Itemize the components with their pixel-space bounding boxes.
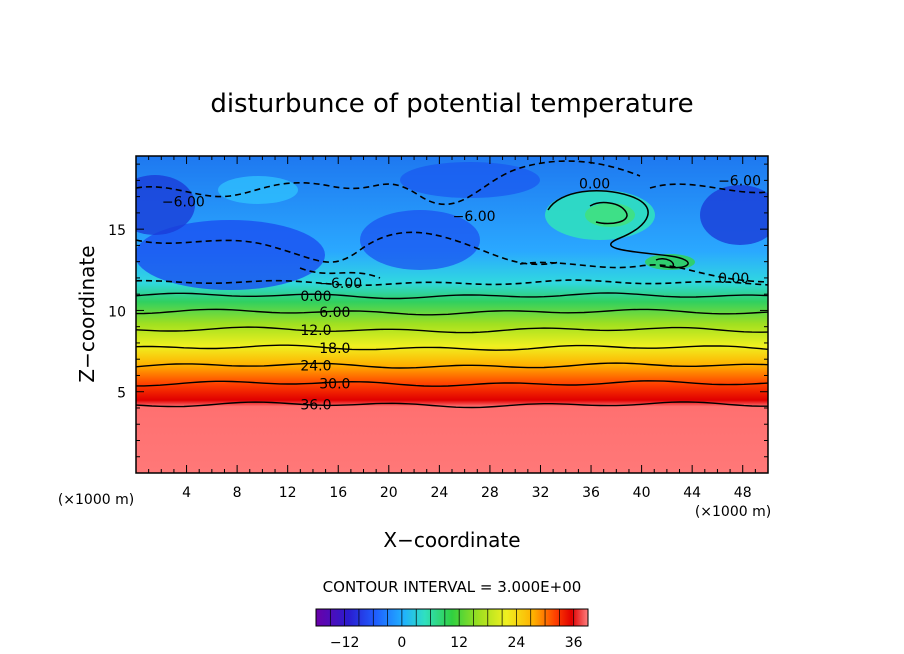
- x-tick-label: 44: [683, 485, 701, 501]
- contour-line: [589, 201, 628, 225]
- plot-area: [136, 156, 768, 473]
- x-tick-label: 20: [380, 485, 398, 501]
- warm-patch: [645, 254, 695, 270]
- colorbar-tick-label: 36: [565, 635, 583, 651]
- contour-line: [519, 261, 768, 283]
- colorbar: [315, 608, 589, 627]
- contour-line: [136, 160, 641, 206]
- x-axis-label: X−coordinate: [383, 528, 520, 552]
- contour-line: [136, 380, 768, 387]
- y-tick-label: 5: [117, 386, 126, 402]
- contour-line: [136, 326, 768, 334]
- cold-patch: [360, 210, 480, 270]
- y-ticks: 5 10 15: [108, 163, 768, 458]
- contour-line: [136, 308, 768, 316]
- contour-label: 0.00: [579, 177, 610, 193]
- contour-label: 30.0: [319, 377, 350, 393]
- contour-label: −6.00: [162, 195, 205, 211]
- cold-patch: [700, 185, 768, 245]
- cold-patch: [400, 162, 540, 198]
- x-unit-left: (×1000 m): [58, 492, 134, 508]
- contour-label: 36.0: [300, 398, 331, 414]
- contour-line: [299, 267, 381, 279]
- y-tick-label: 15: [108, 223, 126, 239]
- x-tick-label: 40: [633, 485, 651, 501]
- contour-line: [136, 401, 768, 409]
- contour-label: 12.0: [300, 323, 331, 339]
- x-tick-label: 36: [582, 485, 600, 501]
- contour-line: [649, 183, 768, 194]
- contour-label: −6.00: [453, 209, 496, 225]
- colorbar-tick-label: 12: [450, 635, 468, 651]
- contour-line: [655, 257, 675, 269]
- x-ticks: 4 8 12 16 20 24 28 32 36 40 44 48: [148, 156, 756, 501]
- x-tick-label: 32: [532, 485, 550, 501]
- contour-label: 0.00: [718, 271, 749, 287]
- contour-line: [136, 362, 768, 369]
- x-tick-label: 28: [481, 485, 499, 501]
- x-tick-label: 12: [279, 485, 297, 501]
- x-tick-label: 48: [734, 485, 752, 501]
- contour-label: −6.00: [718, 173, 761, 189]
- x-tick-label: 8: [233, 485, 242, 501]
- contour-label: 18.0: [319, 341, 350, 357]
- x-tick-label: 16: [329, 485, 347, 501]
- y-tick-label: 10: [108, 304, 126, 320]
- contour-label: 0.00: [300, 289, 331, 305]
- contour-line: [136, 292, 768, 300]
- contour-interval-text: CONTOUR INTERVAL = 3.000E+00: [323, 578, 582, 596]
- contour-line: [547, 190, 689, 269]
- colorbar-tick-label: 24: [508, 635, 526, 651]
- contour-label: −6.00: [319, 276, 362, 292]
- contour-lines: 36.030.024.018.012.06.000.00−6.00−6.00−6…: [136, 160, 768, 414]
- colorbar-ticks: −12 0 12 24 36: [315, 609, 589, 651]
- colorbar-tick-label: 0: [397, 635, 406, 651]
- contour-label: 24.0: [300, 359, 331, 375]
- cold-patch: [136, 220, 325, 290]
- colorbar-tick-label: −12: [330, 635, 360, 651]
- contour-line: [136, 231, 561, 266]
- contour-label: 6.00: [319, 305, 350, 321]
- x-unit-right: (×1000 m): [695, 504, 771, 520]
- x-tick-label: 24: [430, 485, 448, 501]
- contour-line: [136, 344, 768, 351]
- chart-title: disturbunce of potential temperature: [210, 89, 693, 119]
- y-axis-label: Z−coordinate: [75, 245, 99, 382]
- contour-line: [136, 279, 768, 287]
- x-tick-label: 4: [182, 485, 191, 501]
